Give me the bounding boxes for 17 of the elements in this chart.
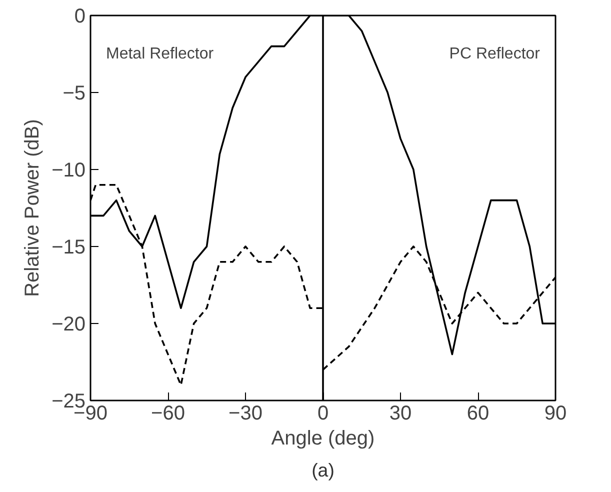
x-tick-label: 30 [389, 402, 412, 424]
x-tick-label: −30 [228, 402, 262, 424]
y-tick-label: −10 [52, 160, 86, 182]
y-axis-title: Relative Power (dB) [22, 119, 44, 297]
x-tick-label: 60 [466, 402, 490, 424]
y-tick-label: −25 [52, 390, 86, 412]
annotation: PC Reflector [449, 46, 541, 62]
y-tick-label: −15 [52, 236, 86, 258]
x-tick-label: −60 [151, 402, 185, 424]
y-tick-label: −20 [52, 314, 86, 336]
x-tick-label: 0 [317, 402, 329, 424]
annotation: Metal Reflector [106, 46, 214, 62]
x-axis-title: Angle (deg) [271, 428, 375, 450]
text: (a) [312, 460, 334, 480]
y-tick-label: 0 [74, 6, 86, 28]
x-tick-label: 90 [544, 402, 567, 424]
y-tick-label: −5 [62, 82, 86, 104]
